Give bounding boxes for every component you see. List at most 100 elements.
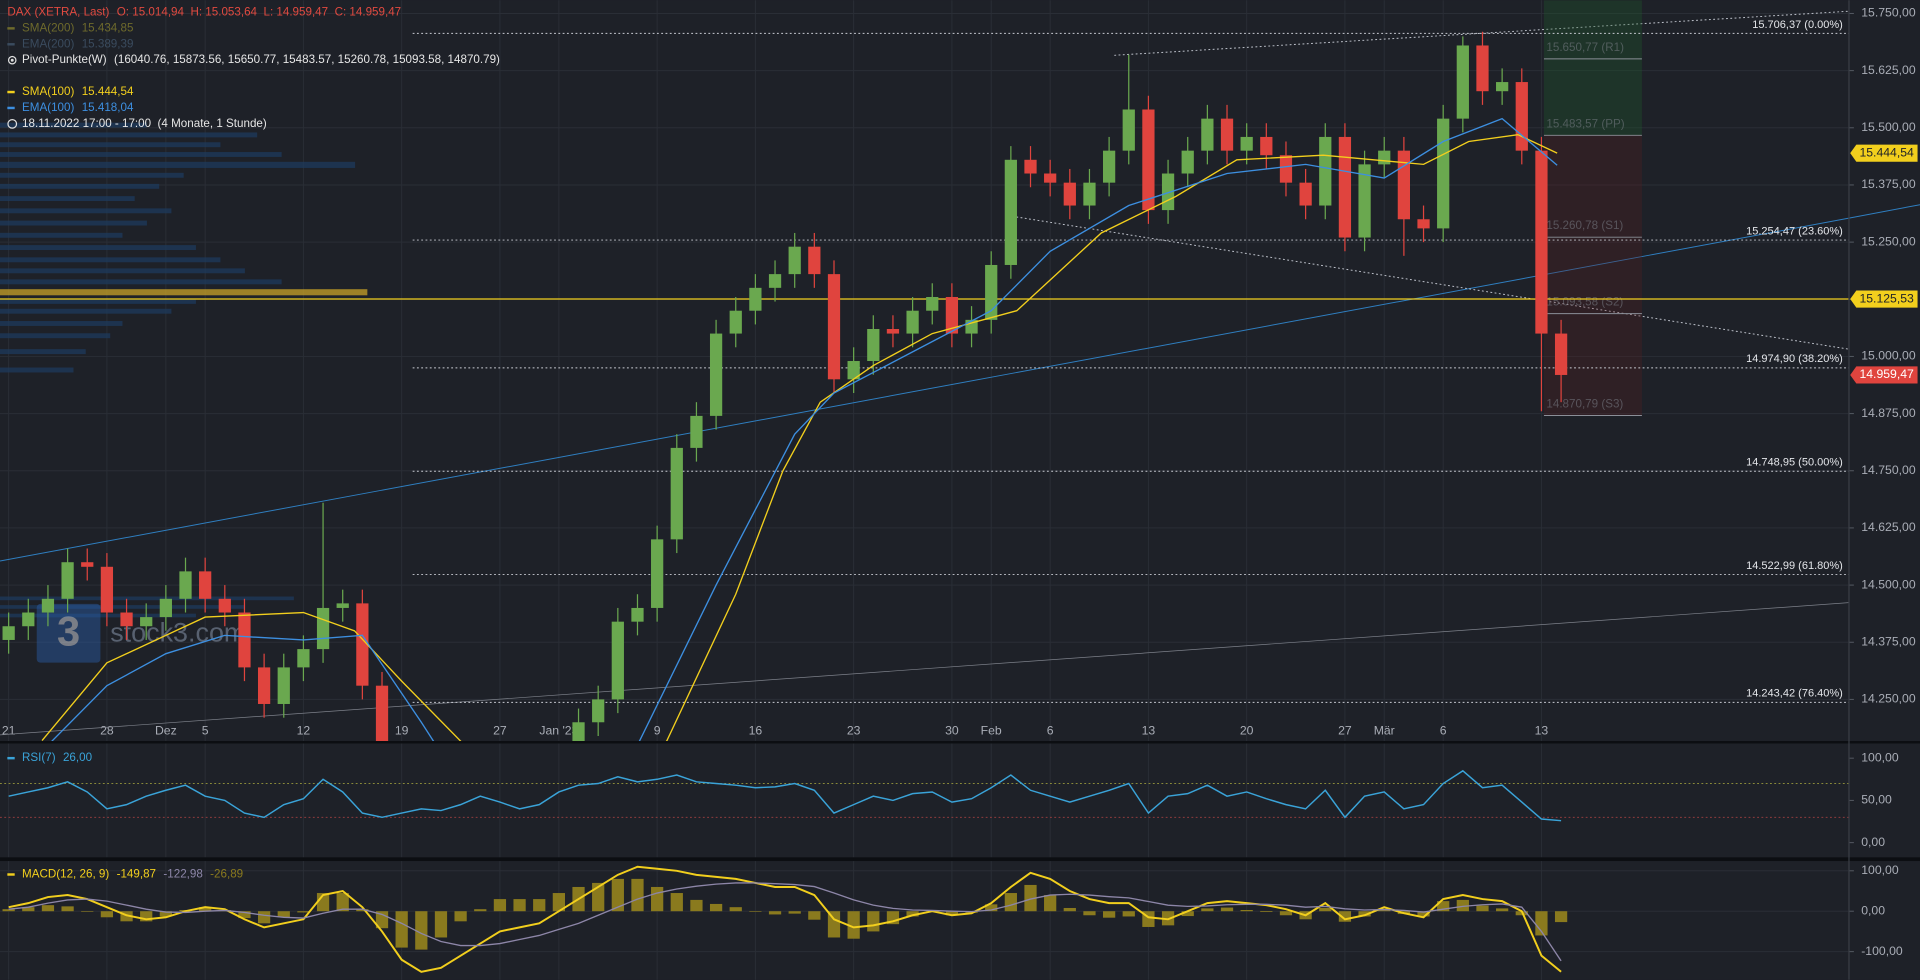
volume-profile bbox=[0, 122, 368, 618]
candle-body bbox=[1240, 136, 1253, 151]
candle-body bbox=[140, 617, 153, 627]
histogram-bar bbox=[1260, 911, 1273, 913]
y-tick-label: 14.750,00 bbox=[1861, 463, 1916, 477]
candle-body bbox=[41, 598, 55, 613]
price-tag bbox=[1850, 144, 1918, 162]
x-tick-label: 12 bbox=[297, 723, 311, 737]
histogram-bar bbox=[690, 899, 703, 912]
fib-label: 15.706,37 (0.00%) bbox=[1752, 19, 1843, 31]
candle-body bbox=[1554, 333, 1568, 375]
legend-item: SMA(100) 15.444,54 bbox=[22, 85, 134, 98]
x-tick-label: 6 bbox=[1440, 723, 1447, 737]
trend-line bbox=[0, 602, 1849, 736]
clock-icon bbox=[7, 118, 18, 129]
candle-body bbox=[316, 607, 330, 650]
candle-body bbox=[375, 685, 389, 742]
candle-body bbox=[199, 571, 212, 599]
candle-body bbox=[768, 274, 782, 288]
legend-swatch bbox=[7, 756, 15, 760]
macd-title: MACD(12, 26, 9) -149,87 -122,98 -26,89 bbox=[22, 868, 243, 881]
x-tick-label: 23 bbox=[847, 723, 861, 737]
x-tick-label: 5 bbox=[202, 723, 209, 737]
legend-value: 15.389,39 bbox=[82, 37, 134, 50]
histogram-bar bbox=[1024, 884, 1037, 912]
panel-marks: 15.650,77 (R1) 15.483,57 (PP) 15.260,78 (S… bbox=[0, 0, 1849, 742]
pivot-label: 15.260,78 (S1) bbox=[1546, 219, 1623, 232]
histogram-bar bbox=[1554, 911, 1568, 923]
legend-swatch bbox=[7, 106, 15, 110]
candle-body bbox=[985, 264, 998, 320]
histogram-bar bbox=[395, 911, 408, 948]
macd-line bbox=[8, 882, 1562, 962]
pivot-label: 14.870,79 (S3) bbox=[1546, 398, 1623, 411]
candle-body bbox=[277, 667, 290, 704]
histogram-bar bbox=[709, 903, 723, 912]
y-tick-label: 0,00 bbox=[1861, 903, 1885, 917]
candle-body bbox=[218, 598, 231, 613]
trend-line bbox=[1114, 10, 1849, 56]
candle-body bbox=[709, 333, 723, 416]
histogram-bar bbox=[788, 911, 801, 914]
histogram-bar bbox=[238, 911, 251, 919]
candle-body bbox=[1181, 150, 1194, 174]
candle-body bbox=[336, 603, 349, 608]
candle-body bbox=[1004, 159, 1017, 265]
histogram-bar bbox=[336, 893, 349, 912]
candle-body bbox=[1220, 118, 1234, 151]
x-tick-label: 13 bbox=[1142, 723, 1156, 737]
legend-icon bbox=[7, 55, 17, 65]
price-tag bbox=[1850, 290, 1918, 308]
y-tick-label: 50,00 bbox=[1861, 793, 1892, 807]
candle-body bbox=[867, 328, 880, 362]
candle-body bbox=[356, 603, 369, 686]
y-tick-label: 100,00 bbox=[1861, 863, 1899, 877]
panel-separator bbox=[0, 741, 1920, 744]
legend-icon bbox=[10, 58, 14, 62]
axis-tags: 15.125,53 15.444,54 14.959,47 bbox=[1850, 144, 1918, 384]
x-tick-label: Jan '23 bbox=[539, 723, 578, 737]
candle-body bbox=[631, 607, 644, 622]
histogram-bar bbox=[159, 911, 172, 917]
legend-name: SMA(200) bbox=[22, 21, 74, 34]
legend: DAX (XETRA, Last) O: 15.014,94 H: 15.053,… bbox=[7, 6, 500, 881]
legend-value: 15.418,04 bbox=[82, 101, 134, 114]
candle-body bbox=[1338, 136, 1352, 238]
candle-body bbox=[1476, 45, 1489, 92]
histogram-bar bbox=[22, 907, 35, 912]
legend-title: DAX (XETRA, Last) O: 15.014,94 H: 15.053,… bbox=[7, 6, 401, 19]
x-tick-label: Feb bbox=[981, 723, 1002, 737]
histogram-bar bbox=[1004, 893, 1017, 912]
legend-value: -26,89 bbox=[210, 868, 243, 881]
period: 18.11.2022 17:00 - 17:00 (4 Monate, 1 St… bbox=[22, 117, 267, 130]
y-tick-label: 14.375,00 bbox=[1861, 634, 1916, 648]
histogram-bar bbox=[474, 909, 487, 912]
candle-body bbox=[670, 447, 683, 540]
candle-body bbox=[1279, 155, 1293, 183]
candle-body bbox=[238, 612, 251, 668]
legend-item: SMA(200) 15.434,85 bbox=[22, 21, 133, 34]
legend-name: EMA(100) bbox=[22, 101, 74, 114]
histogram-bar bbox=[2, 909, 15, 912]
x-tick-label: 28 bbox=[100, 723, 114, 737]
legend-swatch bbox=[7, 873, 15, 876]
histogram-bar bbox=[945, 911, 959, 916]
legend-swatch bbox=[7, 27, 15, 30]
legend-item: Pivot-Punkte(W) (16040.76, 15873.56, 1565… bbox=[22, 53, 500, 66]
x-tick-label: 30 bbox=[945, 723, 959, 737]
candle-body bbox=[906, 310, 919, 334]
histogram-bar bbox=[1338, 911, 1352, 922]
price-tag-label: 15.125,53 bbox=[1859, 291, 1914, 305]
price-tag-label: 14.959,47 bbox=[1859, 367, 1914, 381]
candle-body bbox=[847, 361, 860, 380]
pivot-zone bbox=[1543, 0, 1642, 136]
histogram-bar bbox=[552, 893, 566, 912]
candle-body bbox=[1378, 150, 1391, 165]
histogram-bar bbox=[670, 893, 683, 912]
histogram-bar bbox=[356, 909, 369, 912]
histogram-bar bbox=[1201, 908, 1214, 912]
watermark-text: stock3.com bbox=[110, 618, 246, 648]
fib-label: 14.748,95 (50.00%) bbox=[1746, 457, 1843, 469]
x-tick-label: Mär bbox=[1374, 723, 1395, 737]
histogram-bar bbox=[434, 911, 448, 938]
